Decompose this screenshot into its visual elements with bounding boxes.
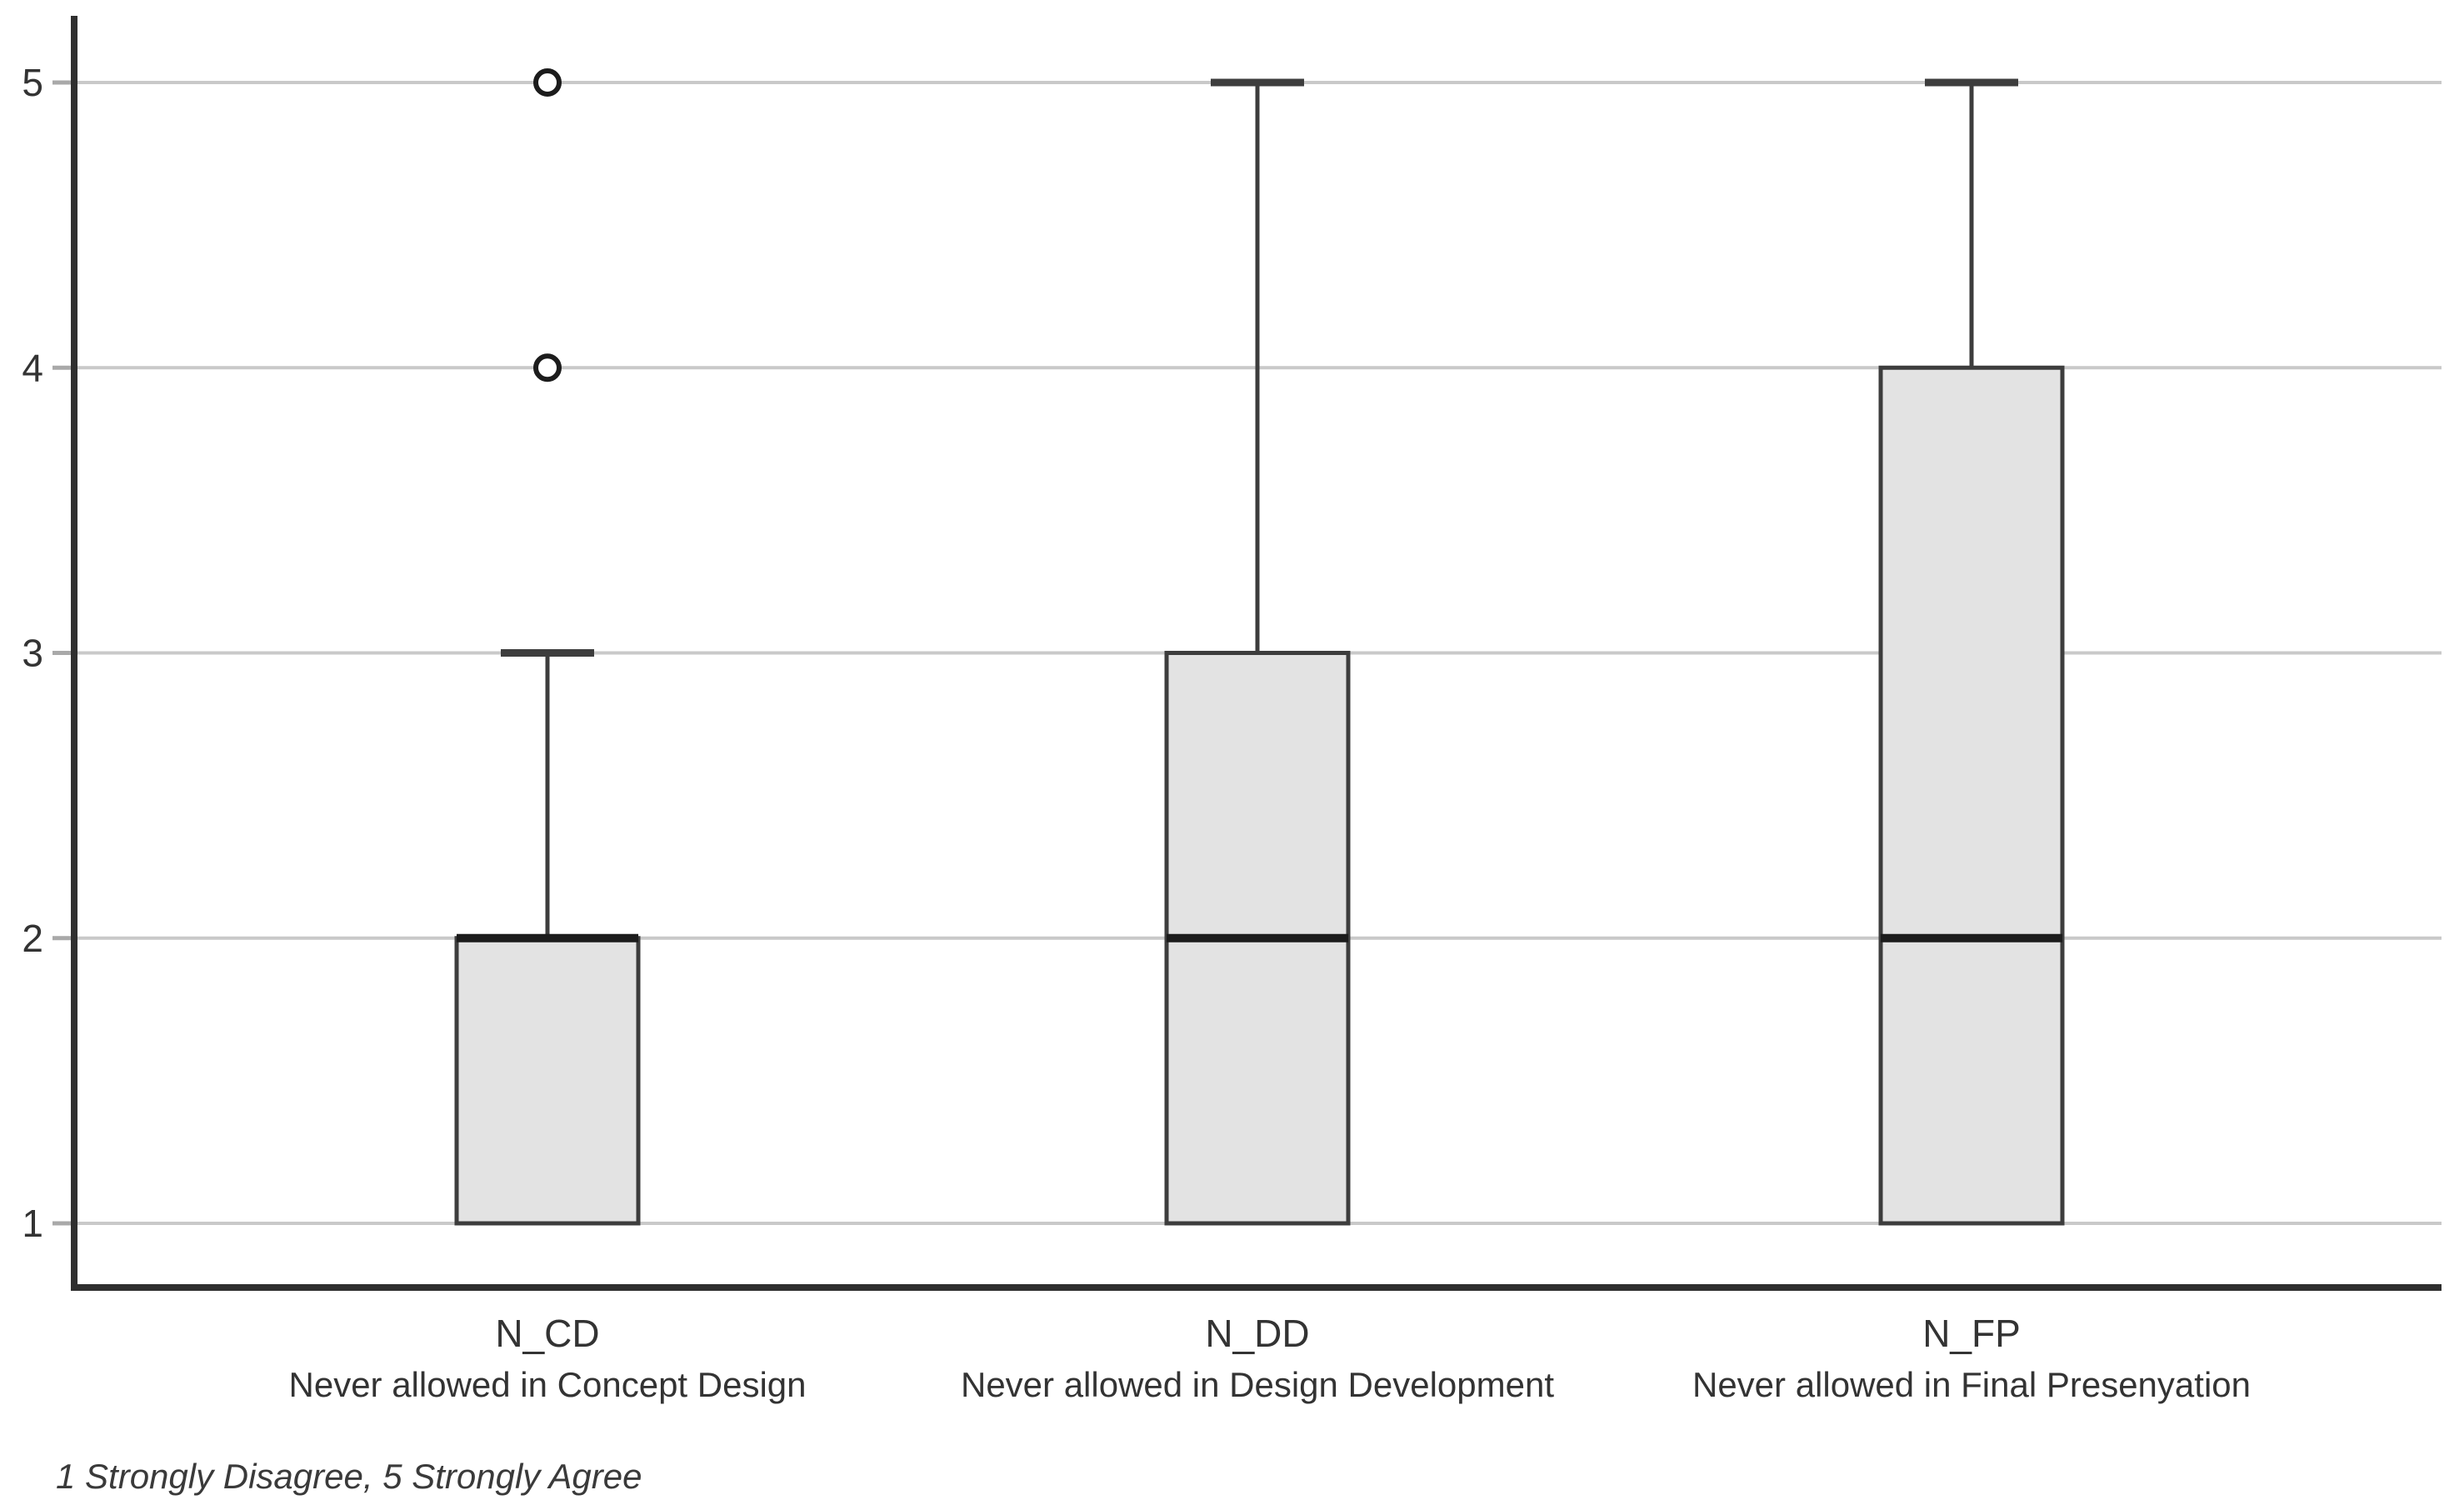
category-desc-label: Never allowed in Design Development bbox=[961, 1365, 1554, 1404]
outlier-point bbox=[533, 68, 562, 97]
outlier-point bbox=[533, 353, 562, 382]
axes-layer bbox=[71, 16, 2442, 1291]
y-tick-label: 2 bbox=[22, 917, 43, 960]
chart-footnote: 1 Strongly Disagree, 5 Strongly Agree bbox=[56, 1457, 642, 1496]
y-tick-label: 3 bbox=[22, 632, 43, 675]
category-desc-label: Never allowed in Final Presenyation bbox=[1692, 1365, 2251, 1404]
box-group-n_fp bbox=[1878, 78, 2065, 1226]
iqr-box bbox=[1878, 365, 2065, 1226]
boxes-layer bbox=[454, 68, 2065, 1226]
category-code-label: N_FP bbox=[1922, 1312, 2021, 1355]
category-code-label: N_CD bbox=[495, 1312, 599, 1355]
iqr-box bbox=[454, 936, 641, 1226]
box-group-n_cd bbox=[454, 68, 641, 1226]
labels-layer: 1 2 3 4 5 N_CD Never allowed in Concept Design… bbox=[22, 61, 2251, 1404]
y-tick-label: 5 bbox=[22, 61, 43, 104]
y-tick-label: 1 bbox=[22, 1202, 43, 1245]
box-group-n_dd bbox=[1164, 78, 1351, 1226]
y-tick-label: 4 bbox=[22, 346, 43, 389]
category-desc-label: Never allowed in Concept Design bbox=[289, 1365, 807, 1404]
category-code-label: N_DD bbox=[1205, 1312, 1309, 1355]
